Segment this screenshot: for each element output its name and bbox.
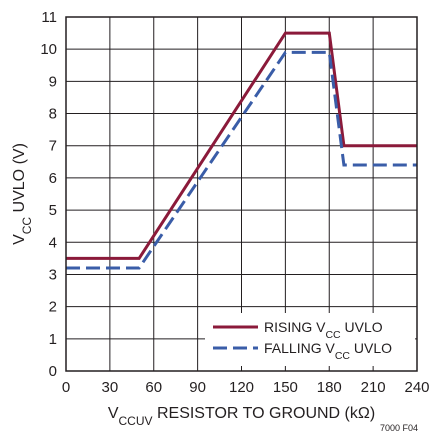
series-line-falling bbox=[66, 50, 417, 270]
figure-code: 7000 F04 bbox=[380, 423, 418, 433]
series-line-rising bbox=[66, 31, 417, 260]
x-tick-label: 30 bbox=[102, 379, 119, 396]
y-tick-label: 0 bbox=[49, 363, 57, 380]
y-tick-label: 2 bbox=[49, 299, 57, 316]
x-tick-label: 120 bbox=[229, 379, 254, 396]
y-tick-label: 11 bbox=[41, 9, 57, 26]
y-tick-label: 7 bbox=[49, 138, 57, 155]
series-lines bbox=[66, 31, 417, 270]
grid bbox=[65, 16, 418, 372]
y-tick-label: 5 bbox=[49, 202, 57, 219]
x-tick-label: 240 bbox=[404, 379, 429, 396]
x-tick-label: 0 bbox=[62, 379, 70, 396]
x-tick-label: 90 bbox=[189, 379, 206, 396]
legend-label: FALLING VCC UVLO bbox=[264, 340, 392, 362]
y-tick-label: 4 bbox=[49, 234, 57, 251]
y-tick-label: 10 bbox=[40, 41, 57, 58]
y-tick-label: 8 bbox=[49, 106, 57, 123]
y-axis-label: VCC UVLO (V) bbox=[11, 143, 34, 245]
legend-background bbox=[205, 313, 415, 366]
x-tick-label: 150 bbox=[273, 379, 298, 396]
x-tick-label: 60 bbox=[145, 379, 162, 396]
x-tick-labels: 0 30 60 90 120 150 180 210 240 bbox=[62, 379, 430, 396]
plot-frame bbox=[65, 16, 418, 372]
y-tick-labels: 0 1 2 3 4 5 6 7 8 9 10 11 bbox=[40, 9, 57, 380]
x-tick-label: 180 bbox=[317, 379, 342, 396]
y-tick-label: 9 bbox=[49, 73, 57, 90]
y-tick-label: 6 bbox=[49, 170, 57, 187]
legend-label: RISING VCC UVLO bbox=[264, 319, 383, 341]
x-tick-label: 210 bbox=[361, 379, 386, 396]
y-tick-label: 1 bbox=[49, 331, 57, 348]
x-axis-label: VCCUV RESISTOR TO GROUND (kΩ) bbox=[108, 405, 375, 428]
y-tick-label: 3 bbox=[49, 266, 57, 283]
